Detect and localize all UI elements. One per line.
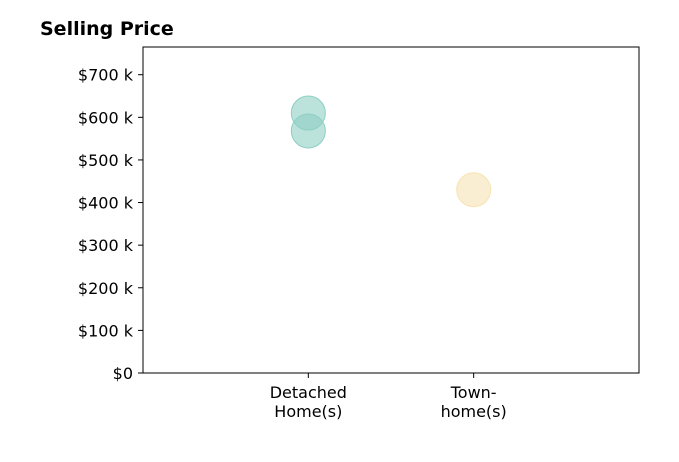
y-tick-label: $600 k (78, 108, 134, 127)
data-points (290, 95, 492, 208)
x-tick-label: Detached Home(s) (270, 383, 347, 421)
y-tick-label: $200 k (78, 279, 134, 298)
y-tick-label: $100 k (78, 321, 134, 340)
x-axis: Detached Home(s) Town-home(s) (270, 373, 507, 421)
x-tick-label-line: Home(s) (274, 402, 342, 421)
data-point (456, 172, 492, 208)
data-point (290, 113, 326, 149)
x-tick-label-line: home(s) (441, 402, 507, 421)
y-tick-label: $700 k (78, 66, 134, 85)
x-tick-label: Town-home(s) (441, 383, 507, 421)
chart-title: Selling Price (40, 18, 174, 40)
x-tick-label-line: Town- (450, 383, 497, 402)
y-tick-label: $0 (113, 364, 133, 383)
y-tick-label: $500 k (78, 151, 134, 170)
y-axis: $0 $100 k $200 k $300 k $400 k $500 k $600 k $7… (78, 66, 143, 383)
y-tick-label: $400 k (78, 194, 134, 213)
x-tick-label-line: Detached (270, 383, 347, 402)
y-tick-label: $300 k (78, 236, 134, 255)
plot-frame (142, 46, 640, 374)
